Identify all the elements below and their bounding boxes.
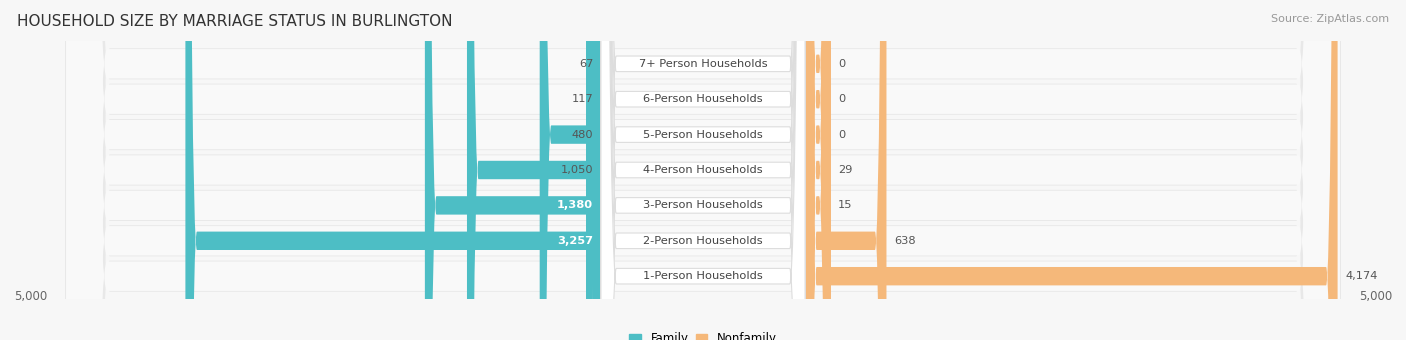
Text: 15: 15	[838, 200, 852, 210]
FancyBboxPatch shape	[586, 0, 600, 340]
FancyBboxPatch shape	[600, 0, 806, 340]
FancyBboxPatch shape	[425, 0, 600, 340]
FancyBboxPatch shape	[66, 0, 1340, 340]
FancyBboxPatch shape	[600, 0, 806, 340]
Text: 5-Person Households: 5-Person Households	[643, 130, 763, 140]
FancyBboxPatch shape	[589, 0, 603, 340]
Text: 3-Person Households: 3-Person Households	[643, 200, 763, 210]
FancyBboxPatch shape	[806, 0, 831, 340]
Text: 1,050: 1,050	[561, 165, 593, 175]
FancyBboxPatch shape	[806, 0, 831, 340]
FancyBboxPatch shape	[467, 0, 600, 340]
FancyBboxPatch shape	[66, 0, 1340, 340]
Text: 5,000: 5,000	[14, 290, 48, 303]
Text: 0: 0	[838, 130, 845, 140]
Text: 29: 29	[838, 165, 852, 175]
FancyBboxPatch shape	[65, 0, 1341, 340]
FancyBboxPatch shape	[600, 0, 806, 340]
Text: 5,000: 5,000	[1358, 290, 1392, 303]
Text: 480: 480	[572, 130, 593, 140]
Text: 2-Person Households: 2-Person Households	[643, 236, 763, 246]
Text: HOUSEHOLD SIZE BY MARRIAGE STATUS IN BURLINGTON: HOUSEHOLD SIZE BY MARRIAGE STATUS IN BUR…	[17, 14, 453, 29]
FancyBboxPatch shape	[806, 0, 1337, 340]
Text: 4,174: 4,174	[1346, 271, 1378, 281]
FancyBboxPatch shape	[600, 0, 806, 340]
FancyBboxPatch shape	[806, 0, 831, 340]
Text: 67: 67	[579, 59, 593, 69]
FancyBboxPatch shape	[65, 0, 1341, 340]
FancyBboxPatch shape	[65, 0, 1341, 340]
FancyBboxPatch shape	[65, 0, 1341, 340]
FancyBboxPatch shape	[600, 0, 806, 340]
FancyBboxPatch shape	[66, 0, 1340, 340]
Text: 6-Person Households: 6-Person Households	[643, 94, 763, 104]
Text: 1-Person Households: 1-Person Households	[643, 271, 763, 281]
Text: 0: 0	[838, 59, 845, 69]
Text: 4-Person Households: 4-Person Households	[643, 165, 763, 175]
Text: 117: 117	[571, 94, 593, 104]
FancyBboxPatch shape	[540, 0, 600, 340]
Text: 0: 0	[838, 94, 845, 104]
Text: 7+ Person Households: 7+ Person Households	[638, 59, 768, 69]
FancyBboxPatch shape	[66, 0, 1340, 340]
Text: Source: ZipAtlas.com: Source: ZipAtlas.com	[1271, 14, 1389, 23]
FancyBboxPatch shape	[65, 0, 1341, 340]
FancyBboxPatch shape	[806, 0, 886, 340]
FancyBboxPatch shape	[66, 0, 1340, 340]
Text: 638: 638	[894, 236, 915, 246]
FancyBboxPatch shape	[600, 0, 806, 340]
Text: 3,257: 3,257	[557, 236, 593, 246]
FancyBboxPatch shape	[65, 0, 1341, 340]
FancyBboxPatch shape	[186, 0, 600, 340]
FancyBboxPatch shape	[66, 0, 1340, 340]
Text: 1,380: 1,380	[557, 200, 593, 210]
FancyBboxPatch shape	[806, 0, 831, 340]
FancyBboxPatch shape	[600, 0, 806, 340]
FancyBboxPatch shape	[65, 0, 1341, 340]
FancyBboxPatch shape	[806, 0, 831, 340]
Legend: Family, Nonfamily: Family, Nonfamily	[624, 328, 782, 340]
FancyBboxPatch shape	[66, 0, 1340, 340]
